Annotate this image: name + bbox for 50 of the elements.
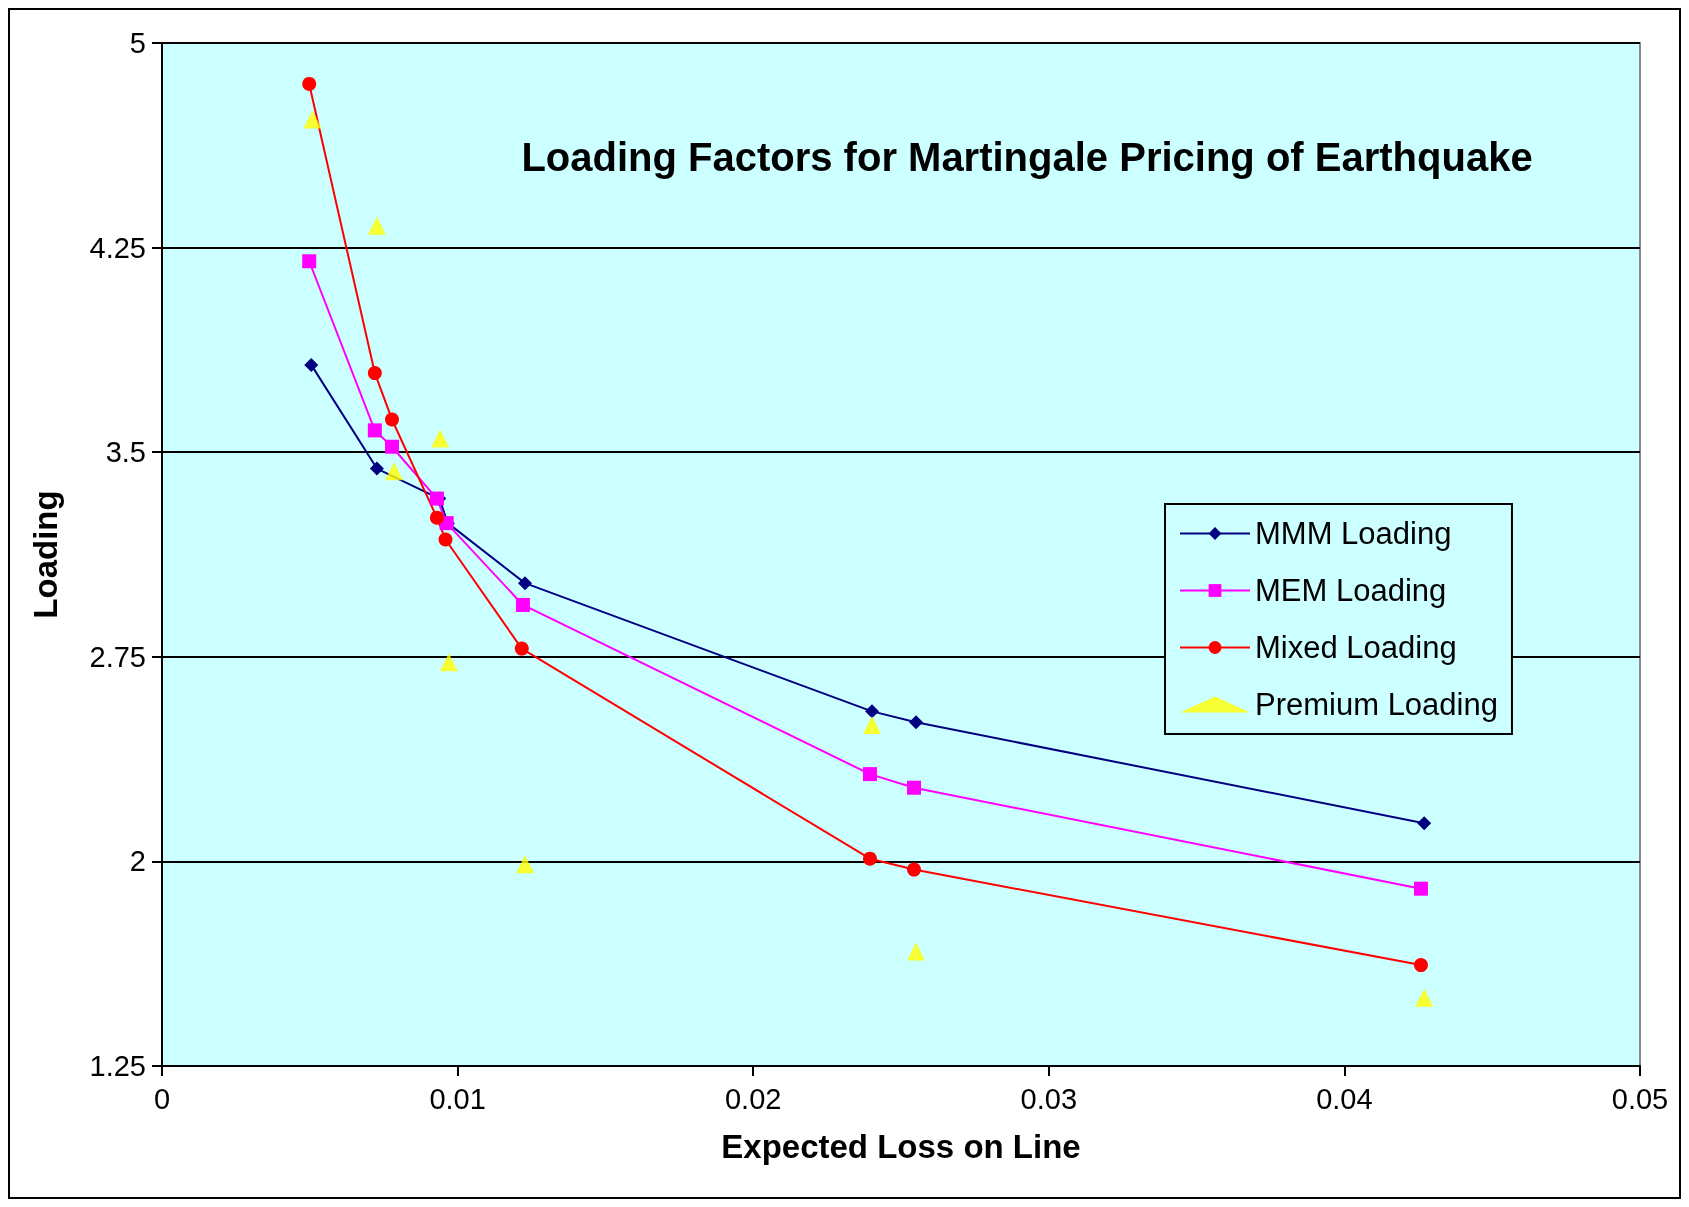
point (909, 715, 924, 730)
point (862, 767, 877, 782)
point (302, 76, 317, 91)
legend-label: MMM Loading (1255, 516, 1452, 551)
y-axis-title: Loading (27, 490, 64, 619)
point (1417, 816, 1432, 831)
point (385, 462, 404, 481)
x-tick-label: 0.05 (1611, 1082, 1669, 1115)
legend-label: MEM Loading (1255, 573, 1447, 608)
y-tick-label: 2 (129, 845, 146, 878)
point (384, 412, 399, 427)
x-tick-label: 0.02 (724, 1082, 782, 1115)
y-tick-label: 3.5 (105, 436, 146, 469)
point (439, 653, 458, 672)
point (518, 576, 532, 591)
point (1415, 988, 1434, 1007)
point (907, 862, 922, 877)
y-tick-label: 5 (129, 27, 146, 59)
point (367, 366, 382, 381)
point (302, 254, 317, 269)
point (367, 423, 382, 438)
point (862, 851, 877, 866)
legend-label: Premium Loading (1255, 687, 1498, 722)
point (863, 716, 882, 734)
point (369, 461, 384, 476)
x-axis-title: Expected Loss on Line (721, 1128, 1081, 1165)
point (907, 942, 926, 961)
point (865, 704, 880, 719)
point (515, 597, 530, 612)
point (516, 855, 534, 874)
x-tick-label: 0.03 (1020, 1082, 1078, 1115)
y-tick-label: 4.25 (89, 231, 146, 264)
x-tick-label: 0.01 (429, 1082, 486, 1115)
x-tick-label: 0.04 (1316, 1082, 1373, 1115)
y-tick-label: 2.75 (89, 640, 146, 673)
text: Loading Factors for Martingale Pricing of Earthquake (521, 135, 1533, 179)
x-tick-label: 0 (153, 1082, 171, 1115)
point (514, 641, 529, 656)
point (431, 429, 450, 448)
point (367, 216, 386, 235)
point (384, 439, 399, 454)
point (304, 357, 319, 372)
point (1413, 958, 1428, 973)
point (438, 532, 453, 547)
legend-label: Mixed Loading (1255, 630, 1457, 665)
point (1413, 881, 1428, 896)
point (907, 780, 922, 795)
y-tick-label: 1.25 (89, 1050, 146, 1082)
point (303, 110, 322, 129)
point (429, 510, 444, 525)
